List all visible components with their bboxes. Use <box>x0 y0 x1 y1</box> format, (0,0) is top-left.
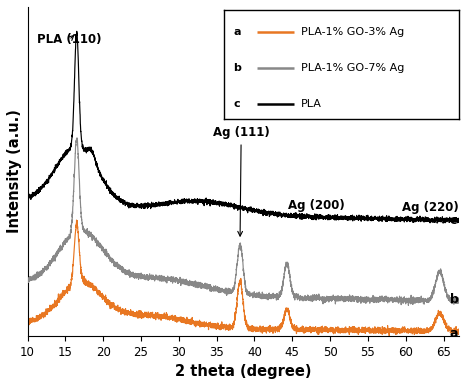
Text: b: b <box>449 293 458 306</box>
Text: Ag (200): Ag (200) <box>289 200 345 212</box>
Text: PLA (110): PLA (110) <box>36 34 101 46</box>
Text: Ag (220): Ag (220) <box>402 201 459 214</box>
Text: c: c <box>449 214 457 227</box>
Y-axis label: Intensity (a.u.): Intensity (a.u.) <box>7 109 22 233</box>
Text: a: a <box>449 327 458 340</box>
Text: Ag (111): Ag (111) <box>213 126 270 236</box>
X-axis label: 2 theta (degree): 2 theta (degree) <box>175 364 311 379</box>
